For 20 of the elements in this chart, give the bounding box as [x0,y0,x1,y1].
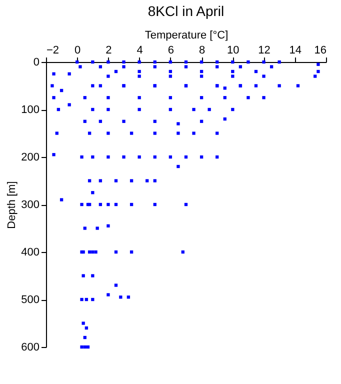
x-tick-label: 2 [106,44,112,56]
x-tick-label: 10 [227,44,240,56]
y-tick-label: 500 [21,294,40,306]
x-tick-label: 6 [168,44,174,56]
y-tick-label: 0 [33,56,40,68]
y-tick-label: 100 [21,104,40,116]
x-axis-title: Temperature [°C] [144,30,228,42]
y-tick-label: 400 [21,246,40,258]
chart-title: 8KCl in April [148,3,224,19]
x-tick-label: 12 [258,44,270,56]
y-tick-label: 200 [21,152,40,164]
x-tick-label: 4 [136,44,143,56]
x-tick-label: 14 [289,44,302,56]
y-tick-label: 300 [21,199,40,211]
x-tick-label: 0 [74,44,81,56]
y-axis-title: Depth [m] [6,181,18,229]
x-tick-label: 8 [198,44,206,56]
x-tick-label: −2 [46,44,60,56]
y-tick-label: 600 [21,342,40,354]
x-tick-label: 16 [314,44,326,56]
